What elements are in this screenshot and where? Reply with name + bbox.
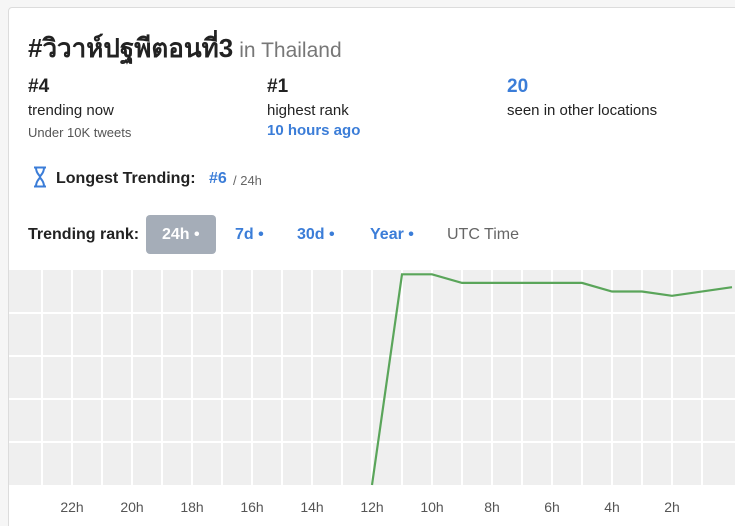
x-tick-label: 8h: [484, 499, 500, 515]
x-tick-label: 14h: [300, 499, 323, 515]
x-tick-label: 10h: [420, 499, 443, 515]
rank-line: [370, 273, 733, 486]
x-tick-label: 4h: [604, 499, 620, 515]
timezone-toggle[interactable]: UTC Time: [447, 226, 519, 243]
x-tick-label: 2h: [664, 499, 680, 515]
x-tick-label: 12h: [360, 499, 383, 515]
x-tick-label: 16h: [240, 499, 263, 515]
stat-value: #4: [28, 76, 50, 97]
x-tick-label: 20h: [120, 499, 143, 515]
range-tab[interactable]: 7d •: [235, 226, 264, 243]
range-tab[interactable]: 30d •: [297, 226, 335, 243]
hashtag-title: #วิวาห์ปฐพีตอนที่3: [28, 33, 234, 63]
range-tab[interactable]: Year •: [370, 226, 414, 243]
stat-value: 20: [507, 76, 529, 97]
rank-label: Trending rank:: [28, 226, 140, 243]
location: in Thailand: [239, 39, 342, 62]
x-tick-label: 18h: [180, 499, 203, 515]
stat-note: 10 hours ago: [267, 122, 361, 139]
stat-label: seen in other locations: [507, 102, 658, 119]
stat-label: trending now: [28, 102, 114, 119]
x-tick-label: 6h: [544, 499, 560, 515]
stat-note: Under 10K tweets: [28, 125, 132, 140]
stat-label: highest rank: [267, 102, 349, 119]
hourglass-icon: [34, 166, 46, 188]
x-tick-label: 22h: [60, 499, 83, 515]
stat-value: #1: [267, 76, 289, 97]
title-row: #วิวาห์ปฐพีตอนที่3 in Thailand: [28, 28, 342, 69]
longest-label: Longest Trending:: [56, 170, 196, 187]
longest-rank: #6: [209, 170, 227, 187]
range-tab[interactable]: 24h •: [146, 215, 216, 254]
longest-period: / 24h: [233, 173, 262, 188]
